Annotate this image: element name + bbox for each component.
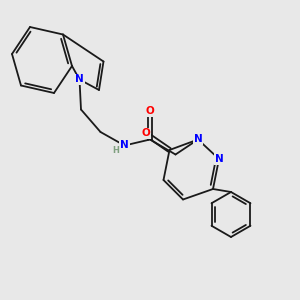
Text: N: N (194, 134, 202, 145)
Text: H: H (113, 146, 119, 155)
Text: N: N (75, 74, 84, 85)
Text: O: O (141, 128, 150, 139)
Text: O: O (146, 106, 154, 116)
Text: N: N (214, 154, 224, 164)
Text: N: N (120, 140, 129, 151)
